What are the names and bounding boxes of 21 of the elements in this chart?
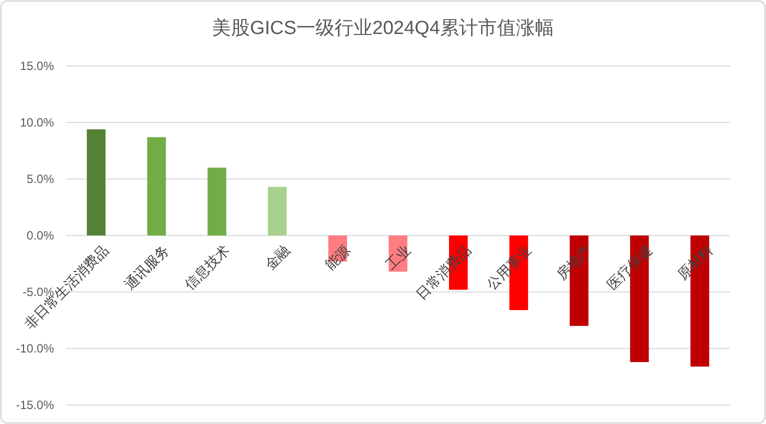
x-tick-label: 通讯服务: [121, 242, 172, 293]
x-tick-label: 房地产: [554, 242, 595, 283]
y-tick-label: -15.0%: [16, 398, 54, 412]
y-tick-label: 5.0%: [26, 172, 54, 186]
bar: [147, 137, 166, 236]
x-tick-label: 原材料: [674, 242, 716, 283]
x-tick-label: 工业: [382, 242, 414, 273]
y-tick-label: -10.0%: [16, 342, 54, 356]
chart-title: 美股GICS一级行业2024Q4累计市值涨幅: [212, 17, 554, 39]
x-tick-label: 医疗保健: [604, 242, 655, 293]
y-tick-label: 10.0%: [20, 116, 54, 130]
x-tick-label: 公用事业: [483, 242, 534, 293]
y-tick-label: 0.0%: [26, 228, 54, 242]
x-tick-label: 日常消费品: [413, 242, 474, 302]
x-tick-label: 金融: [262, 242, 293, 273]
bar: [208, 168, 226, 236]
bar: [268, 186, 287, 236]
bar: [86, 129, 106, 236]
x-tick-label: 能源: [322, 242, 354, 273]
x-tick-label: 信息技术: [181, 242, 232, 293]
y-tick-label: 15.0%: [20, 59, 54, 73]
